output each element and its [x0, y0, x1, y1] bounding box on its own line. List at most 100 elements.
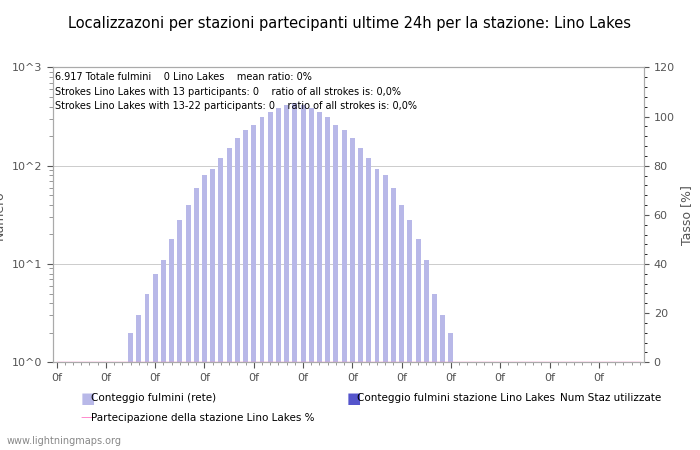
Bar — [391, 369, 396, 450]
Bar — [564, 369, 568, 450]
Text: Conteggio fulmini stazione Lino Lakes: Conteggio fulmini stazione Lino Lakes — [357, 393, 555, 403]
Bar — [317, 112, 322, 450]
Bar — [194, 369, 199, 450]
Text: Num Staz utilizzate: Num Staz utilizzate — [560, 393, 661, 403]
Bar — [300, 369, 305, 450]
Bar — [424, 260, 429, 450]
Bar — [531, 369, 536, 450]
Bar — [218, 369, 223, 450]
Bar — [456, 369, 461, 450]
Text: Strokes Lino Lakes with 13-22 participants: 0    ratio of all strokes is: 0,0%: Strokes Lino Lakes with 13-22 participan… — [55, 101, 417, 112]
Bar — [251, 125, 256, 450]
Bar — [186, 205, 190, 450]
Bar — [391, 188, 396, 450]
Bar — [374, 169, 379, 450]
Bar — [260, 117, 265, 450]
Bar — [169, 239, 174, 450]
Text: ■: ■ — [80, 391, 95, 406]
Bar — [267, 112, 273, 450]
Bar — [169, 369, 174, 450]
Bar — [350, 369, 355, 450]
Y-axis label: Numero: Numero — [0, 190, 6, 240]
Bar — [399, 369, 404, 450]
Bar — [605, 369, 610, 450]
Bar — [120, 369, 125, 450]
Bar — [547, 369, 552, 450]
Bar — [128, 333, 133, 450]
Bar — [473, 369, 478, 450]
Bar — [95, 369, 100, 450]
Bar — [383, 369, 388, 450]
Bar — [572, 369, 577, 450]
Bar — [202, 369, 207, 450]
Bar — [111, 369, 117, 450]
Bar — [260, 369, 265, 450]
Bar — [120, 362, 125, 450]
Bar — [333, 125, 338, 450]
Bar — [309, 369, 314, 450]
Bar — [489, 369, 494, 450]
Bar — [440, 369, 445, 450]
Bar — [572, 369, 577, 450]
Bar — [79, 369, 84, 450]
Bar — [612, 369, 617, 450]
Bar — [326, 369, 330, 450]
Bar — [621, 369, 626, 450]
Bar — [482, 369, 486, 450]
Bar — [62, 369, 67, 450]
Bar — [596, 369, 601, 450]
Bar — [202, 175, 207, 450]
Bar — [136, 315, 141, 450]
Bar — [144, 293, 149, 450]
Bar — [547, 369, 552, 450]
Bar — [210, 169, 215, 450]
Bar — [473, 369, 478, 450]
Bar — [555, 369, 560, 450]
Bar — [482, 369, 486, 450]
Bar — [358, 148, 363, 450]
Bar — [596, 369, 601, 450]
Bar — [416, 369, 421, 450]
Bar — [54, 369, 59, 450]
Bar — [161, 260, 166, 450]
Bar — [95, 369, 100, 450]
Bar — [284, 369, 289, 450]
Bar — [87, 369, 92, 450]
Text: Strokes Lino Lakes with 13 participants: 0    ratio of all strokes is: 0,0%: Strokes Lino Lakes with 13 participants:… — [55, 87, 402, 97]
Bar — [374, 369, 379, 450]
Bar — [424, 369, 429, 450]
Bar — [326, 117, 330, 450]
Bar — [506, 369, 511, 450]
Bar — [366, 158, 371, 450]
Bar — [522, 369, 527, 450]
Bar — [276, 108, 281, 450]
Bar — [186, 369, 190, 450]
Bar — [555, 369, 560, 450]
Bar — [580, 369, 584, 450]
Bar — [267, 369, 273, 450]
Bar — [432, 293, 437, 450]
Bar — [111, 369, 117, 450]
Bar — [104, 369, 108, 450]
Bar — [54, 369, 59, 450]
Bar — [177, 220, 182, 450]
Bar — [153, 369, 158, 450]
Bar — [317, 369, 322, 450]
Bar — [539, 369, 544, 450]
Bar — [153, 274, 158, 450]
Text: Conteggio fulmini (rete): Conteggio fulmini (rete) — [91, 393, 216, 403]
Bar — [243, 130, 248, 450]
Bar — [531, 369, 536, 450]
Bar — [440, 315, 445, 450]
Bar — [227, 148, 232, 450]
Bar — [284, 105, 289, 450]
Bar — [136, 369, 141, 450]
Bar — [489, 369, 494, 450]
Bar — [407, 220, 412, 450]
Bar — [498, 369, 503, 450]
Text: www.lightningmaps.org: www.lightningmaps.org — [7, 436, 122, 446]
Bar — [449, 369, 454, 450]
Bar — [588, 369, 593, 450]
Bar — [605, 369, 610, 450]
Bar — [235, 138, 240, 450]
